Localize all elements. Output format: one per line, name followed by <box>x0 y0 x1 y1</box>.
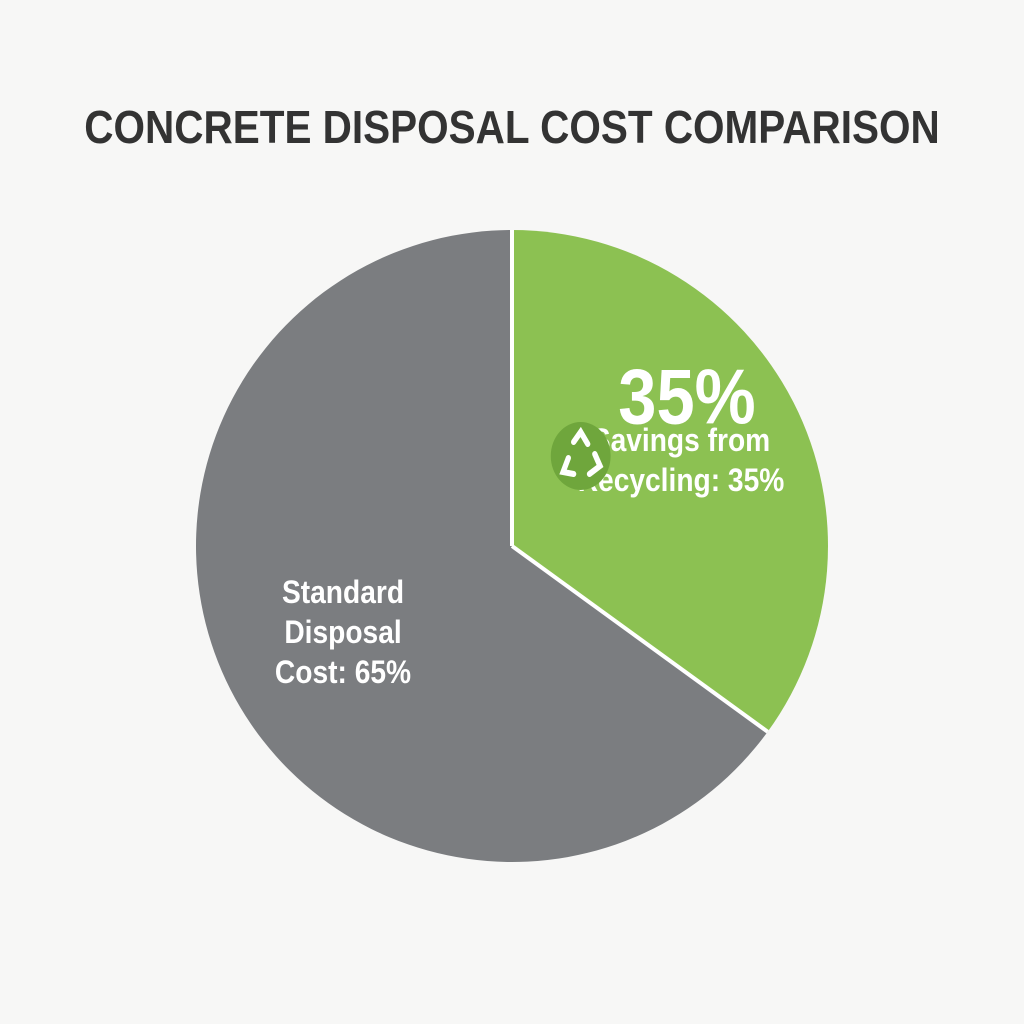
slice-label-text: Standard Disposal Cost: 65% <box>274 574 412 691</box>
slice-separator <box>510 544 769 734</box>
recycle-icon <box>550 421 611 490</box>
chart-title: CONCRETE DISPOSAL COST COMPARISON <box>84 101 940 153</box>
slice-label: Standard Disposal Cost: 65% <box>268 572 418 692</box>
annotation: 35% <box>618 352 756 441</box>
pie-slice <box>195 230 768 862</box>
slice-label: Savings from Recycling: 35% <box>549 420 813 500</box>
slice-label-text: Savings from Recycling: 35% <box>577 421 785 498</box>
pie-slice <box>512 230 828 732</box>
